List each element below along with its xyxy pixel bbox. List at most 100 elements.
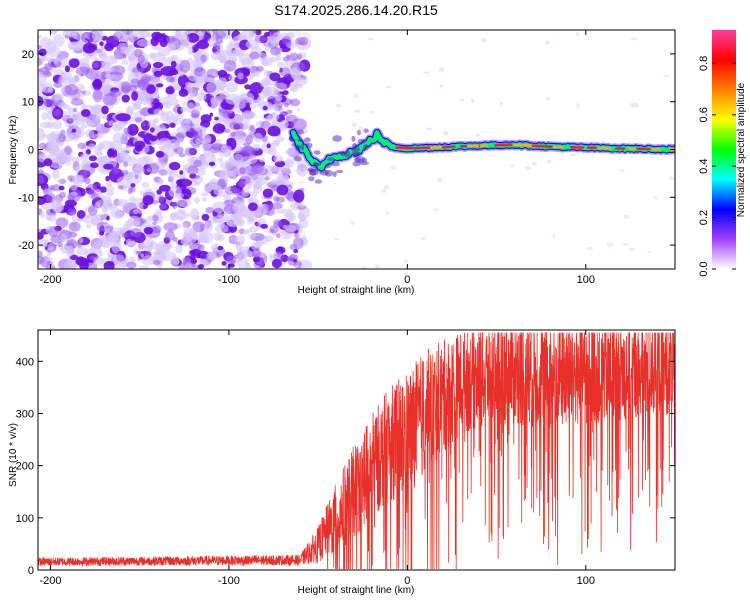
noise-blob — [237, 72, 244, 80]
noise-blob — [225, 81, 239, 93]
noise-blob — [266, 143, 271, 149]
colorbar-ticks: 0.0 0.2 0.4 0.6 0.8 — [698, 56, 736, 277]
noise-blob — [208, 161, 216, 167]
noise-blob — [168, 56, 176, 61]
noise-blob — [230, 131, 236, 137]
noise-blob — [171, 116, 179, 123]
signal-spread-blob — [296, 129, 304, 135]
noise-blob — [174, 210, 187, 221]
snr-x-tick-label: -100 — [218, 575, 240, 587]
noise-blob — [162, 102, 168, 106]
noise-blob — [141, 123, 146, 127]
noise-blob — [51, 169, 60, 180]
noise-blob — [241, 187, 250, 197]
noise-blob — [275, 95, 283, 102]
noise-blob — [259, 157, 266, 163]
noise-blob — [193, 159, 203, 167]
spectrogram-x-tick-label: -200 — [39, 274, 61, 286]
snr-x-tick-label: 100 — [577, 575, 595, 587]
noise-blob — [80, 73, 84, 77]
noise-blob — [275, 232, 281, 239]
noise-blob — [236, 166, 249, 177]
signal-spread-blob — [332, 171, 337, 178]
noise-blob — [228, 190, 233, 196]
noise-blob — [499, 101, 504, 106]
noise-blob — [264, 46, 270, 52]
noise-blob — [64, 199, 77, 208]
noise-blob — [98, 140, 115, 150]
noise-blob — [52, 34, 65, 48]
noise-blob — [267, 112, 280, 122]
noise-blob — [283, 102, 289, 108]
chart-title: S174.2025.286.14.20.R15 — [274, 2, 438, 18]
noise-blob — [41, 57, 46, 62]
noise-blob — [79, 237, 84, 243]
noise-blob — [57, 242, 63, 247]
noise-blob — [139, 67, 145, 73]
noise-blob — [134, 103, 140, 110]
signal-spread-blob — [325, 162, 332, 169]
noise-blob — [179, 170, 184, 175]
noise-blob — [152, 61, 164, 69]
noise-blob — [90, 162, 99, 169]
noise-blob — [237, 249, 249, 259]
noise-blob — [85, 149, 91, 155]
noise-blob — [171, 201, 178, 210]
noise-blob — [289, 82, 295, 87]
noise-blob — [140, 244, 147, 249]
noise-blob — [189, 249, 197, 256]
noise-blob — [68, 58, 80, 68]
noise-blob — [245, 40, 260, 49]
noise-blob — [182, 124, 191, 132]
noise-blob — [38, 232, 44, 240]
noise-blob — [628, 247, 635, 251]
noise-blob — [277, 246, 283, 252]
noise-blob — [38, 74, 48, 84]
noise-blob — [442, 130, 450, 136]
noise-blob — [211, 71, 217, 77]
noise-blob — [177, 208, 186, 214]
noise-blob — [159, 184, 171, 192]
noise-blob — [273, 82, 288, 92]
noise-blob — [153, 101, 164, 111]
snr-x-tick-label: -200 — [39, 575, 61, 587]
noise-blob — [219, 161, 235, 170]
noise-blob — [232, 201, 247, 214]
noise-blob — [138, 265, 150, 269]
noise-blob — [198, 231, 208, 240]
noise-blob — [127, 215, 141, 227]
noise-blob — [158, 169, 168, 176]
noise-blob — [115, 113, 131, 122]
noise-blob — [253, 70, 259, 75]
noise-blob — [194, 175, 200, 179]
noise-blob — [422, 71, 430, 74]
noise-blob — [169, 69, 179, 76]
noise-blob — [669, 176, 675, 181]
noise-blob — [130, 240, 135, 245]
noise-blob — [249, 124, 255, 132]
noise-blob — [273, 105, 279, 112]
noise-blob — [127, 123, 139, 136]
noise-blob — [273, 219, 282, 229]
noise-blob — [618, 169, 625, 172]
noise-blob — [285, 212, 297, 222]
signal-spread-blob — [331, 161, 340, 167]
colorbar-bar — [712, 30, 736, 269]
noise-blob — [369, 110, 374, 114]
noise-blob — [173, 84, 181, 91]
signal-spread-blob — [319, 169, 329, 176]
noise-blob — [187, 165, 199, 175]
noise-blob — [38, 196, 46, 205]
noise-blob — [439, 84, 443, 88]
snr-y-tick-label: 300 — [16, 408, 34, 420]
snr-y-tick-label: 200 — [16, 461, 34, 473]
noise-blob — [245, 134, 253, 145]
noise-blob — [130, 183, 136, 188]
noise-blob — [289, 87, 299, 93]
noise-blob — [105, 175, 110, 182]
noise-blob — [265, 235, 274, 242]
noise-blob — [94, 201, 101, 210]
noise-blob — [88, 143, 96, 150]
noise-blob — [108, 89, 122, 97]
